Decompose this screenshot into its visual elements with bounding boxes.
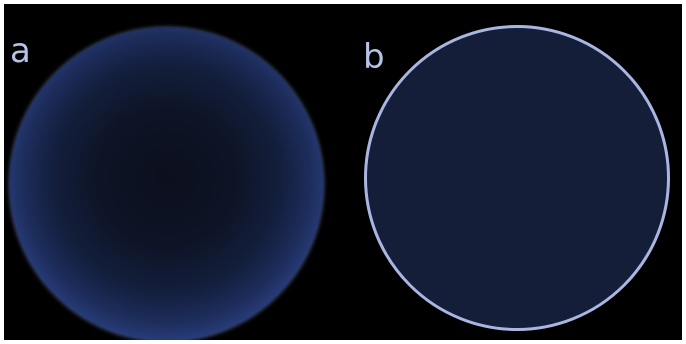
- outlined-disk-image: [364, 25, 670, 331]
- panel-b: b: [343, 4, 682, 340]
- panel-label-b: b: [363, 37, 385, 77]
- panel-a: a: [4, 4, 343, 340]
- figure-frame: a b: [4, 4, 682, 340]
- panel-label-a: a: [10, 31, 31, 71]
- glowing-disk-image: [10, 28, 323, 340]
